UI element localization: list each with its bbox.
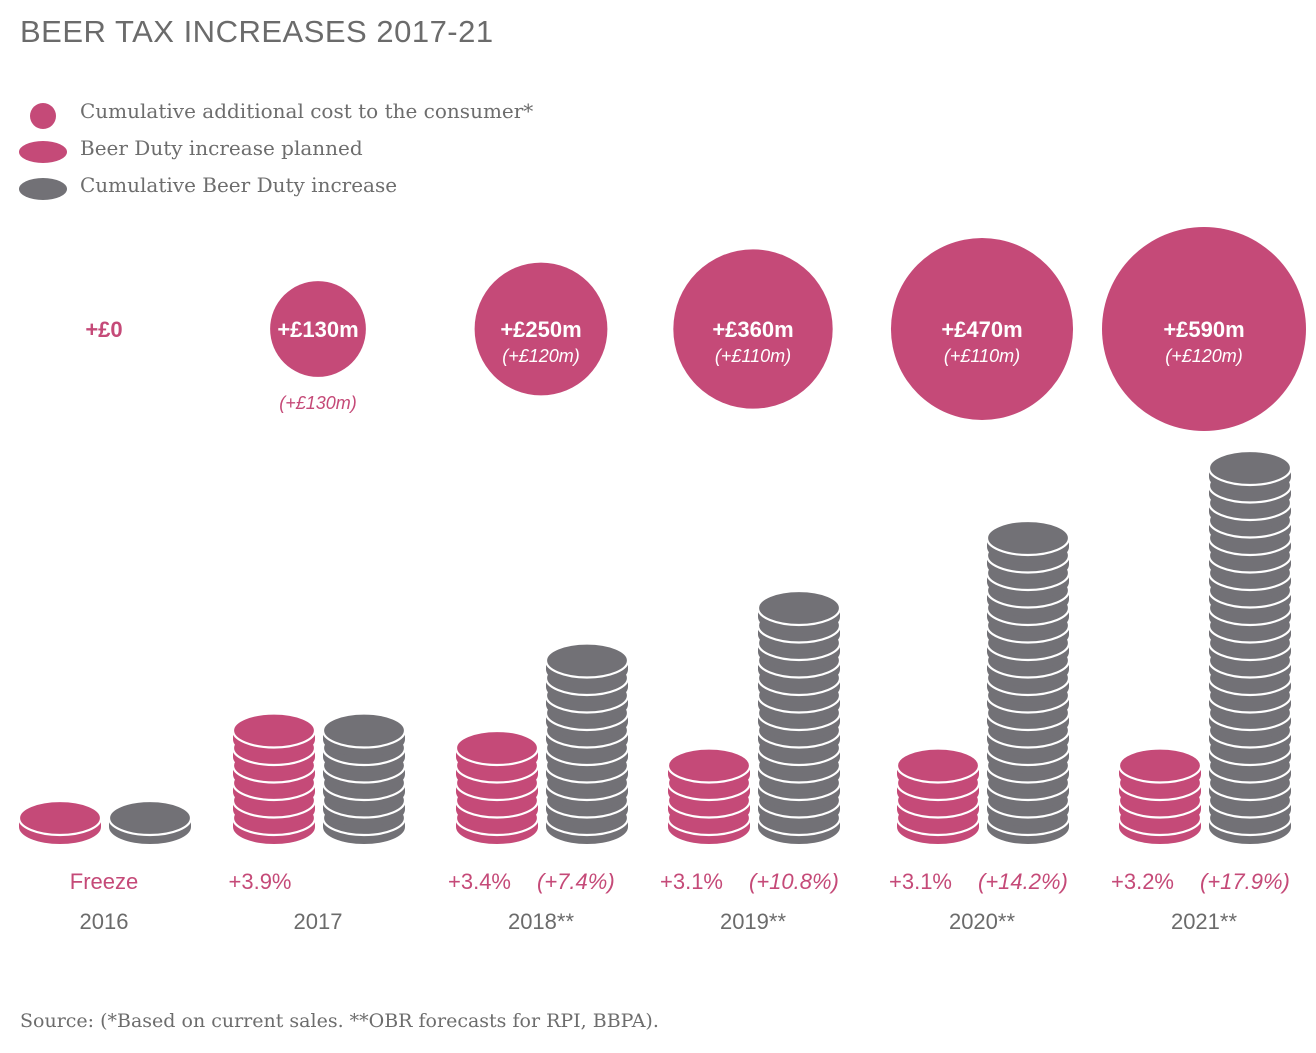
cumulative-duty-label: (+7.4%) — [537, 869, 615, 894]
consumer-cost-increment-label: (+£130m) — [279, 393, 357, 413]
planned-duty-stack — [1117, 747, 1203, 844]
cumulative-duty-stack — [1207, 449, 1293, 844]
planned-duty-stack — [231, 712, 317, 844]
legend-label-duty-cumulative: Cumulative Beer Duty increase — [80, 173, 398, 197]
coin — [321, 712, 407, 757]
cumulative-duty-stack — [985, 519, 1071, 844]
legend-grey-coin-icon — [19, 178, 67, 200]
legend-label-duty-planned: Beer Duty increase planned — [80, 136, 363, 160]
cumulative-duty-stack — [544, 642, 630, 844]
year-label: 2017 — [294, 909, 343, 934]
consumer-cost-circle — [270, 281, 366, 377]
legend-pink-coin-icon — [19, 141, 67, 163]
consumer-cost-increment-label: (+£120m) — [1165, 346, 1243, 366]
consumer-cost-increment-label: (+£110m) — [715, 346, 791, 366]
coin — [544, 642, 630, 687]
planned-duty-stack — [17, 799, 103, 844]
source-note: Source: (*Based on current sales. **OBR … — [20, 1010, 659, 1032]
year-label: 2016 — [80, 909, 129, 934]
consumer-cost-circle — [474, 262, 608, 396]
consumer-cost-increment-label: (+£110m) — [944, 346, 1020, 366]
consumer-cost-label: +£130m — [277, 317, 358, 342]
planned-duty-label: +3.1% — [660, 869, 723, 894]
coin — [895, 747, 981, 792]
cumulative-duty-stack — [321, 712, 407, 844]
chart-title: BEER TAX INCREASES 2017-21 — [20, 14, 494, 49]
planned-duty-stack — [454, 729, 540, 844]
consumer-cost-circle — [890, 237, 1074, 421]
coin — [454, 729, 540, 774]
coin — [666, 747, 752, 792]
legend-label-consumer-cost: Cumulative additional cost to the consum… — [80, 99, 534, 123]
coin — [107, 799, 193, 844]
consumer-cost-circle — [1102, 227, 1306, 431]
coin — [231, 712, 317, 757]
cumulative-duty-stack — [107, 799, 193, 844]
pictogram-chart: +£0 Freeze 2016 +£130m (+£130m) +3.9%2017 +£25… — [17, 227, 1306, 934]
cumulative-duty-label: (+14.2%) — [978, 869, 1068, 894]
planned-duty-label: +3.4% — [448, 869, 511, 894]
consumer-cost-label: +£250m — [500, 317, 581, 342]
cumulative-duty-label: (+17.9%) — [1200, 869, 1290, 894]
year-label: 2021** — [1171, 909, 1238, 934]
planned-duty-label: +3.9% — [229, 869, 292, 894]
coin — [1207, 449, 1293, 494]
year-label: 2018** — [508, 909, 575, 934]
cumulative-duty-label: (+10.8%) — [749, 869, 839, 894]
coin — [1117, 747, 1203, 792]
planned-duty-label: +3.2% — [1111, 869, 1174, 894]
cumulative-duty-stack — [756, 589, 842, 844]
year-label: 2019** — [720, 909, 787, 934]
consumer-cost-label: +£360m — [712, 317, 793, 342]
legend-circle-icon — [30, 103, 56, 129]
coin — [756, 589, 842, 634]
planned-duty-label: +3.1% — [889, 869, 952, 894]
planned-duty-stack — [666, 747, 752, 844]
year-label: 2020** — [949, 909, 1016, 934]
consumer-cost-label: +£0 — [85, 317, 122, 342]
consumer-cost-label: +£590m — [1163, 317, 1244, 342]
consumer-cost-increment-label: (+£120m) — [502, 346, 580, 366]
planned-duty-stack — [895, 747, 981, 844]
consumer-cost-label: +£470m — [941, 317, 1022, 342]
consumer-cost-circle — [673, 249, 833, 409]
planned-duty-label: Freeze — [70, 869, 138, 894]
coin — [17, 799, 103, 844]
coin — [985, 519, 1071, 564]
